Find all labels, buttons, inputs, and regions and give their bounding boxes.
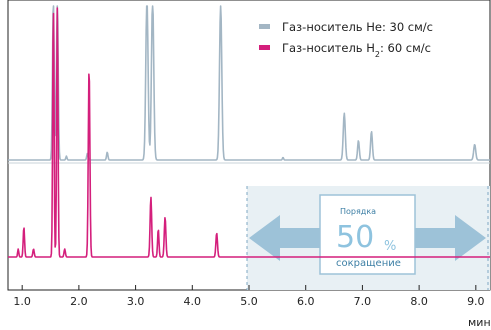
x-axis-label: мин [468, 316, 491, 329]
legend-label-hydrogen-prefix: Газ-носитель H [282, 41, 375, 55]
legend-swatch-helium [259, 24, 270, 29]
x-tick-label: 5.0 [240, 295, 258, 308]
callout-bottom-text: сокращение [336, 258, 401, 269]
right-arrow-icon [415, 215, 486, 261]
legend: Газ-носитель He: 30 см/с Газ-носитель H2… [259, 20, 433, 59]
reduction-callout: Порядка 50 % сокращение [246, 186, 490, 290]
x-tick-label: 2.0 [70, 295, 88, 308]
legend-label-helium-prefix: Газ-носитель H [282, 20, 375, 34]
legend-label-hydrogen: Газ-носитель H2: 60 см/с [282, 41, 431, 59]
legend-label-hydrogen-suffix: : 60 см/с [380, 41, 431, 55]
x-tick-label: 3.0 [127, 295, 145, 308]
legend-label-hydrogen-sub: 2 [375, 50, 380, 59]
legend-item-helium: Газ-носитель He: 30 см/с [259, 20, 433, 34]
legend-label-helium: Газ-носитель He: 30 см/с [282, 20, 433, 34]
x-tick-label: 6.0 [297, 295, 315, 308]
legend-item-hydrogen: Газ-носитель H2: 60 см/с [259, 41, 431, 59]
x-tick-label: 7.0 [354, 295, 372, 308]
x-tick-label: 8.0 [410, 295, 428, 308]
chromatogram-traces [7, 5, 491, 258]
callout-box [319, 194, 416, 275]
x-tick-label: 4.0 [184, 295, 202, 308]
hydrogen-trace [7, 7, 491, 258]
callout-top-text: Порядка [340, 207, 376, 216]
legend-label-helium-suffix: e: 30 см/с [375, 20, 433, 34]
callout-unit: % [384, 239, 396, 254]
x-axis: 1.0 2.0 3.0 4.0 5.0 6.0 7.0 8.0 9.0 мин [13, 285, 491, 329]
callout-value: 50 [336, 220, 374, 255]
x-tick-label: 1.0 [13, 295, 31, 308]
legend-swatch-hydrogen [259, 45, 270, 50]
left-arrow-icon [249, 215, 320, 261]
x-tick-label: 9.0 [467, 295, 485, 308]
